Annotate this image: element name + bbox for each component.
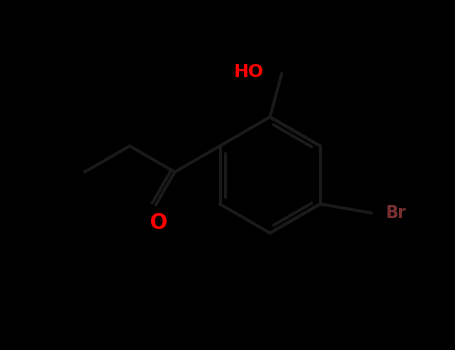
Text: Br: Br bbox=[385, 204, 406, 222]
Text: O: O bbox=[150, 213, 167, 233]
Text: HO: HO bbox=[233, 63, 263, 80]
